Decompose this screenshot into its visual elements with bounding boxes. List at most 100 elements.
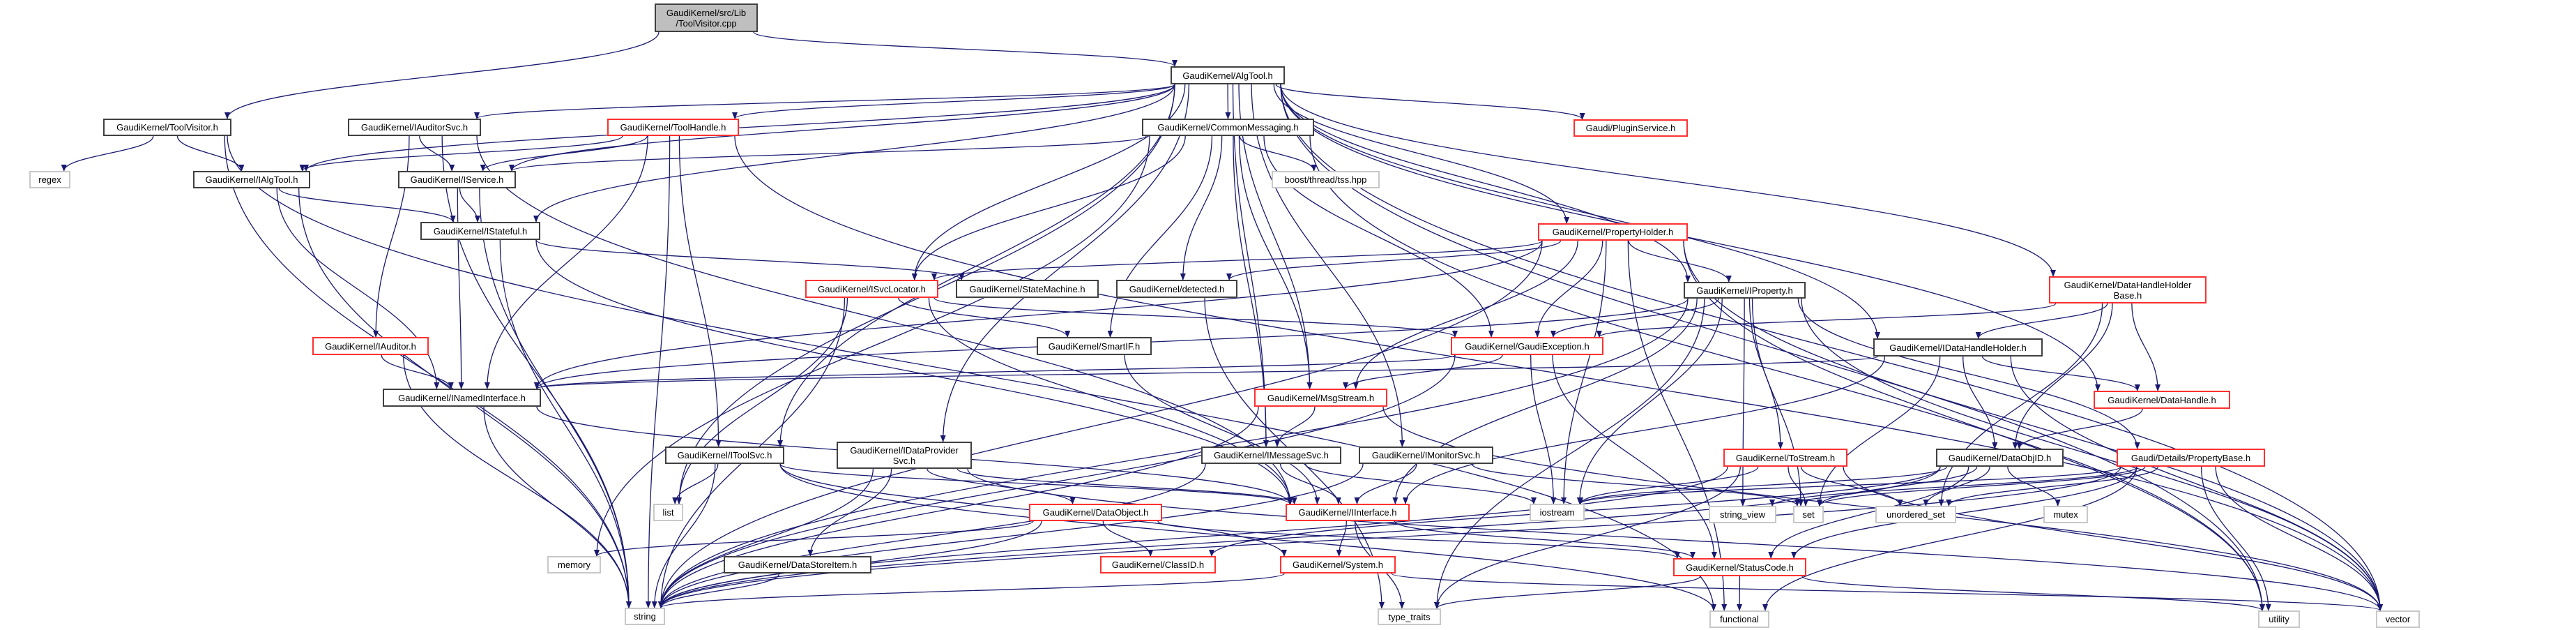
node-propertyholder[interactable]: GaudiKernel/PropertyHolder.h — [1538, 223, 1688, 241]
node-isvclocator[interactable]: GaudiKernel/ISvcLocator.h — [805, 280, 938, 298]
edge-commonmessaging-to-utility — [1309, 135, 2265, 611]
node-classid[interactable]: GaudiKernel/ClassID.h — [1100, 556, 1216, 573]
node-istateful[interactable]: GaudiKernel/IStateful.h — [420, 222, 540, 240]
edge-system-to-vector — [1391, 573, 2383, 611]
node-label: GaudiKernel/IMessageSvc.h — [1214, 450, 1329, 460]
edge-msgstream-to-string — [658, 406, 1259, 608]
edge-datahandleholderbase-to-unordered_set — [1938, 303, 2103, 507]
node-imessagesvc[interactable]: GaudiKernel/IMessageSvc.h — [1201, 447, 1341, 464]
node-label: GaudiKernel/DataHandleHolder — [2064, 279, 2192, 290]
node-commonmessaging[interactable]: GaudiKernel/CommonMessaging.h — [1142, 119, 1314, 136]
node-label: GaudiKernel/StateMachine.h — [969, 283, 1085, 294]
edge-istateful-to-string — [499, 239, 632, 608]
node-iinterface[interactable]: GaudiKernel/IInterface.h — [1286, 504, 1410, 521]
node-list[interactable]: list — [653, 504, 683, 521]
edge-propertyholder-to-utility — [1683, 240, 2265, 611]
edge-dataobjid-to-statuscode — [1768, 466, 1969, 559]
edge-smartif-to-iinterface — [1124, 354, 1320, 504]
edge-itoolsvc-to-string — [651, 463, 716, 608]
node-mutex[interactable]: mutex — [2043, 506, 2088, 523]
edge-iproperty-to-set — [1751, 298, 1804, 507]
edge-idatahandleholder-to-datahandle — [1981, 356, 2140, 391]
edge-msgstream-to-imessagesvc — [1274, 406, 1316, 447]
node-tostream[interactable]: GaudiKernel/ToStream.h — [1723, 449, 1847, 467]
edge-propertyholder-to-gaudiexception — [1534, 240, 1603, 338]
edge-algtool-to-pluginservice — [1275, 84, 1585, 120]
edge-idatahandleholder-to-inamedinterface — [534, 356, 1878, 389]
edge-idatahandleholder-to-dataobjid — [1963, 356, 1998, 449]
edge-iservice-to-istateful — [459, 188, 480, 223]
node-statuscode[interactable]: GaudiKernel/StatusCode.h — [1673, 558, 1806, 576]
node-idatahandleholder[interactable]: GaudiKernel/IDataHandleHolder.h — [1873, 338, 2043, 357]
node-msgstream[interactable]: GaudiKernel/MsgStream.h — [1254, 389, 1387, 407]
node-memory[interactable]: memory — [547, 556, 601, 573]
node-string-view[interactable]: string_view — [1709, 506, 1776, 523]
node-functional[interactable]: functional — [1709, 610, 1769, 628]
edge-algtool-to-itoolsvc — [777, 84, 1175, 447]
node-label: Gaudi/PluginService.h — [1585, 123, 1676, 133]
node-label: functional — [1720, 614, 1759, 624]
node-utility[interactable]: utility — [2258, 610, 2300, 628]
node-label: GaudiKernel/ToolHandle.h — [620, 122, 726, 133]
node-imonitorsvc[interactable]: GaudiKernel/IMonitorSvc.h — [1359, 447, 1493, 464]
node-dataobject[interactable]: GaudiKernel/DataObject.h — [1029, 504, 1162, 521]
node-propertybase[interactable]: Gaudi/Details/PropertyBase.h — [2117, 449, 2265, 467]
node-toolhandle[interactable]: GaudiKernel/ToolHandle.h — [607, 119, 739, 136]
node-label: GaudiKernel/src/Lib — [666, 7, 747, 18]
node-boost[interactable]: boost/thread/tss.hpp — [1272, 171, 1380, 188]
node-datahandleholderbase[interactable]: GaudiKernel/DataHandleHolder Base.h — [2049, 276, 2207, 303]
node-iauditorsvc[interactable]: GaudiKernel/IAuditorSvc.h — [348, 119, 481, 136]
node-smartif[interactable]: GaudiKernel/SmartIF.h — [1037, 337, 1152, 355]
edge-idataprovidersvc-to-datastoreitem — [807, 468, 892, 557]
edge-propertybase-to-statuscode — [1791, 466, 2137, 559]
node-iservice[interactable]: GaudiKernel/IService.h — [398, 171, 516, 188]
node-system[interactable]: GaudiKernel/System.h — [1280, 556, 1396, 573]
node-label: GaudiKernel/IAuditorSvc.h — [360, 122, 468, 133]
node-label: GaudiKernel/ISvcLocator.h — [818, 283, 926, 294]
node-pluginservice[interactable]: Gaudi/PluginService.h — [1573, 119, 1688, 137]
node-gaudiexception[interactable]: GaudiKernel/GaudiException.h — [1451, 337, 1603, 355]
node-idataprovidersvc[interactable]: GaudiKernel/IDataProvider Svc.h — [837, 442, 972, 469]
edge-toolvisitor-to-ialgtool — [176, 135, 245, 172]
edge-commonmessaging-to-msgstream — [1238, 135, 1313, 389]
node-iproperty[interactable]: GaudiKernel/IProperty.h — [1684, 282, 1806, 299]
node-label: GaudiKernel/detected.h — [1129, 283, 1225, 294]
edge-idataprovidersvc-to-iinterface — [957, 468, 1297, 504]
edge-toolhandle-to-string — [645, 135, 671, 608]
node-string[interactable]: string — [625, 608, 665, 625]
edge-statuscode-to-type_traits — [1434, 576, 1701, 609]
node-label: GaudiKernel/IAuditor.h — [325, 340, 416, 352]
node-label: GaudiKernel/CommonMessaging.h — [1157, 122, 1299, 133]
edge-ialgtool-to-istateful — [278, 188, 456, 223]
node-root[interactable]: GaudiKernel/src/Lib/ToolVisitor.cpp — [655, 3, 758, 32]
edge-idatahandleholder-to-vector — [2010, 356, 2383, 611]
edge-statuscode-to-utility — [1801, 576, 2265, 611]
node-unordered-set[interactable]: unordered_set — [1875, 506, 1956, 523]
node-dataobjid[interactable]: GaudiKernel/DataObjID.h — [1936, 449, 2064, 467]
node-label: GaudiKernel/PropertyHolder.h — [1552, 227, 1674, 237]
node-label: Base.h — [2113, 290, 2142, 301]
node-datastoreitem[interactable]: GaudiKernel/DataStoreItem.h — [724, 556, 871, 573]
edge-propertyholder-to-detected — [1226, 240, 1562, 280]
node-type-traits[interactable]: type_traits — [1378, 608, 1441, 625]
edge-toolhandle-to-vector — [734, 135, 2383, 611]
node-iostream[interactable]: iostream — [1530, 504, 1585, 521]
node-statemachine[interactable]: GaudiKernel/StateMachine.h — [956, 280, 1099, 298]
node-datahandle[interactable]: GaudiKernel/DataHandle.h — [2094, 391, 2230, 409]
node-itoolsvc[interactable]: GaudiKernel/IToolSvc.h — [665, 447, 784, 464]
node-iauditor[interactable]: GaudiKernel/IAuditor.h — [312, 337, 429, 355]
edge-imonitorsvc-to-set — [1471, 463, 1800, 507]
edge-root-to-toolvisitor — [224, 31, 660, 119]
node-detected[interactable]: GaudiKernel/detected.h — [1116, 280, 1237, 298]
node-toolvisitor[interactable]: GaudiKernel/ToolVisitor.h — [103, 119, 231, 136]
node-regex[interactable]: regex — [29, 171, 70, 188]
edge-propertybase-to-utility — [2201, 466, 2271, 611]
node-algtool[interactable]: GaudiKernel/AlgTool.h — [1171, 66, 1285, 84]
node-label: iostream — [1539, 507, 1575, 518]
edge-isvclocator-to-list — [676, 297, 848, 504]
node-vector[interactable]: vector — [2376, 610, 2420, 628]
node-inamedinterface[interactable]: GaudiKernel/INamedInterface.h — [383, 389, 541, 407]
node-ialgtool[interactable]: GaudiKernel/IAlgTool.h — [193, 171, 310, 188]
node-set[interactable]: set — [1793, 506, 1824, 523]
